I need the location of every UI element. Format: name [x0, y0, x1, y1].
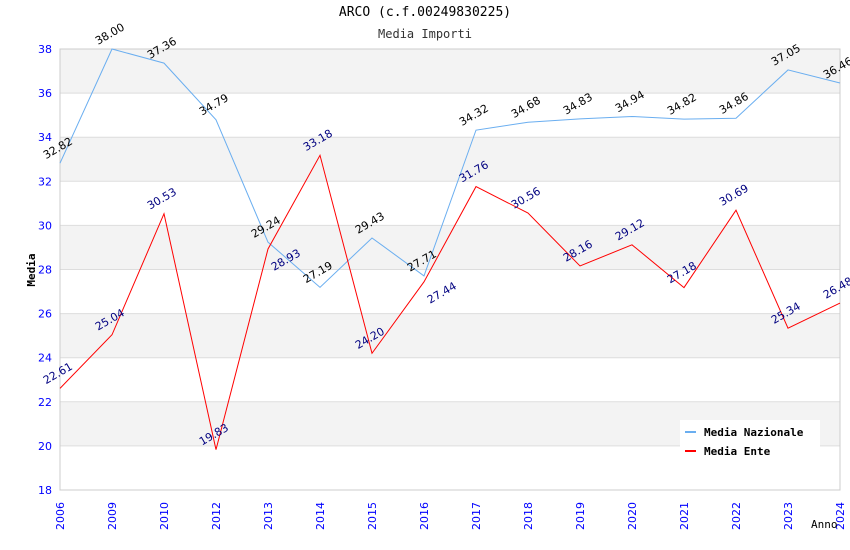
x-tick-label: 2017 [470, 502, 483, 530]
x-tick-label: 2009 [106, 502, 119, 530]
x-tick-label: 2023 [782, 502, 795, 530]
grid-band [60, 313, 840, 358]
legend-label: Media Nazionale [704, 426, 804, 439]
grid-band [60, 137, 840, 182]
data-label: 30.56 [509, 185, 543, 212]
data-label: 38.00 [93, 21, 127, 48]
plot-border [59, 48, 841, 491]
grid-band [60, 225, 840, 270]
y-tick-label: 38 [38, 43, 52, 56]
y-tick-label: 24 [38, 352, 52, 365]
data-label: 34.79 [197, 91, 231, 118]
data-label: 30.53 [145, 185, 179, 212]
x-tick-label: 2010 [158, 502, 171, 530]
chart-title: ARCO (c.f.00249830225) [338, 5, 512, 20]
data-label: 27.44 [425, 279, 459, 306]
x-axis-label: Anno [811, 518, 838, 531]
x-tick-label: 2006 [54, 502, 67, 530]
legend [680, 420, 820, 456]
y-tick-label: 34 [38, 131, 52, 144]
data-label: 34.83 [561, 90, 595, 117]
series-line-nazionale [59, 48, 841, 289]
data-label: 34.32 [457, 102, 491, 129]
chart-subtitle: Media Importi [378, 27, 472, 41]
y-tick-label: 28 [38, 264, 52, 277]
y-tick-label: 36 [38, 87, 52, 100]
x-tick-label: 2016 [418, 502, 431, 530]
x-tick-label: 2014 [314, 502, 327, 530]
data-label: 26.48 [821, 275, 850, 302]
y-axis-label: Media [25, 253, 38, 286]
data-label: 30.69 [717, 182, 751, 209]
legend-label: Media Ente [704, 445, 771, 458]
y-tick-label: 18 [38, 484, 52, 497]
y-tick-label: 32 [38, 175, 52, 188]
x-tick-label: 2012 [210, 502, 223, 530]
x-tick-label: 2019 [574, 502, 587, 530]
y-tick-label: 20 [38, 440, 52, 453]
x-tick-label: 2015 [366, 502, 379, 530]
series-line-ente [59, 153, 841, 450]
y-tick-label: 22 [38, 396, 52, 409]
data-label: 34.86 [717, 90, 751, 117]
data-label: 34.68 [509, 94, 543, 121]
x-tick-label: 2024 [834, 502, 847, 530]
y-tick-label: 30 [38, 219, 52, 232]
grid-band [60, 49, 840, 94]
x-tick-label: 2020 [626, 502, 639, 530]
data-label: 34.82 [665, 91, 699, 118]
x-tick-label: 2013 [262, 502, 275, 530]
x-tick-label: 2018 [522, 502, 535, 530]
y-tick-label: 26 [38, 308, 52, 321]
x-tick-label: 2021 [678, 502, 691, 530]
x-tick-label: 2022 [730, 502, 743, 530]
